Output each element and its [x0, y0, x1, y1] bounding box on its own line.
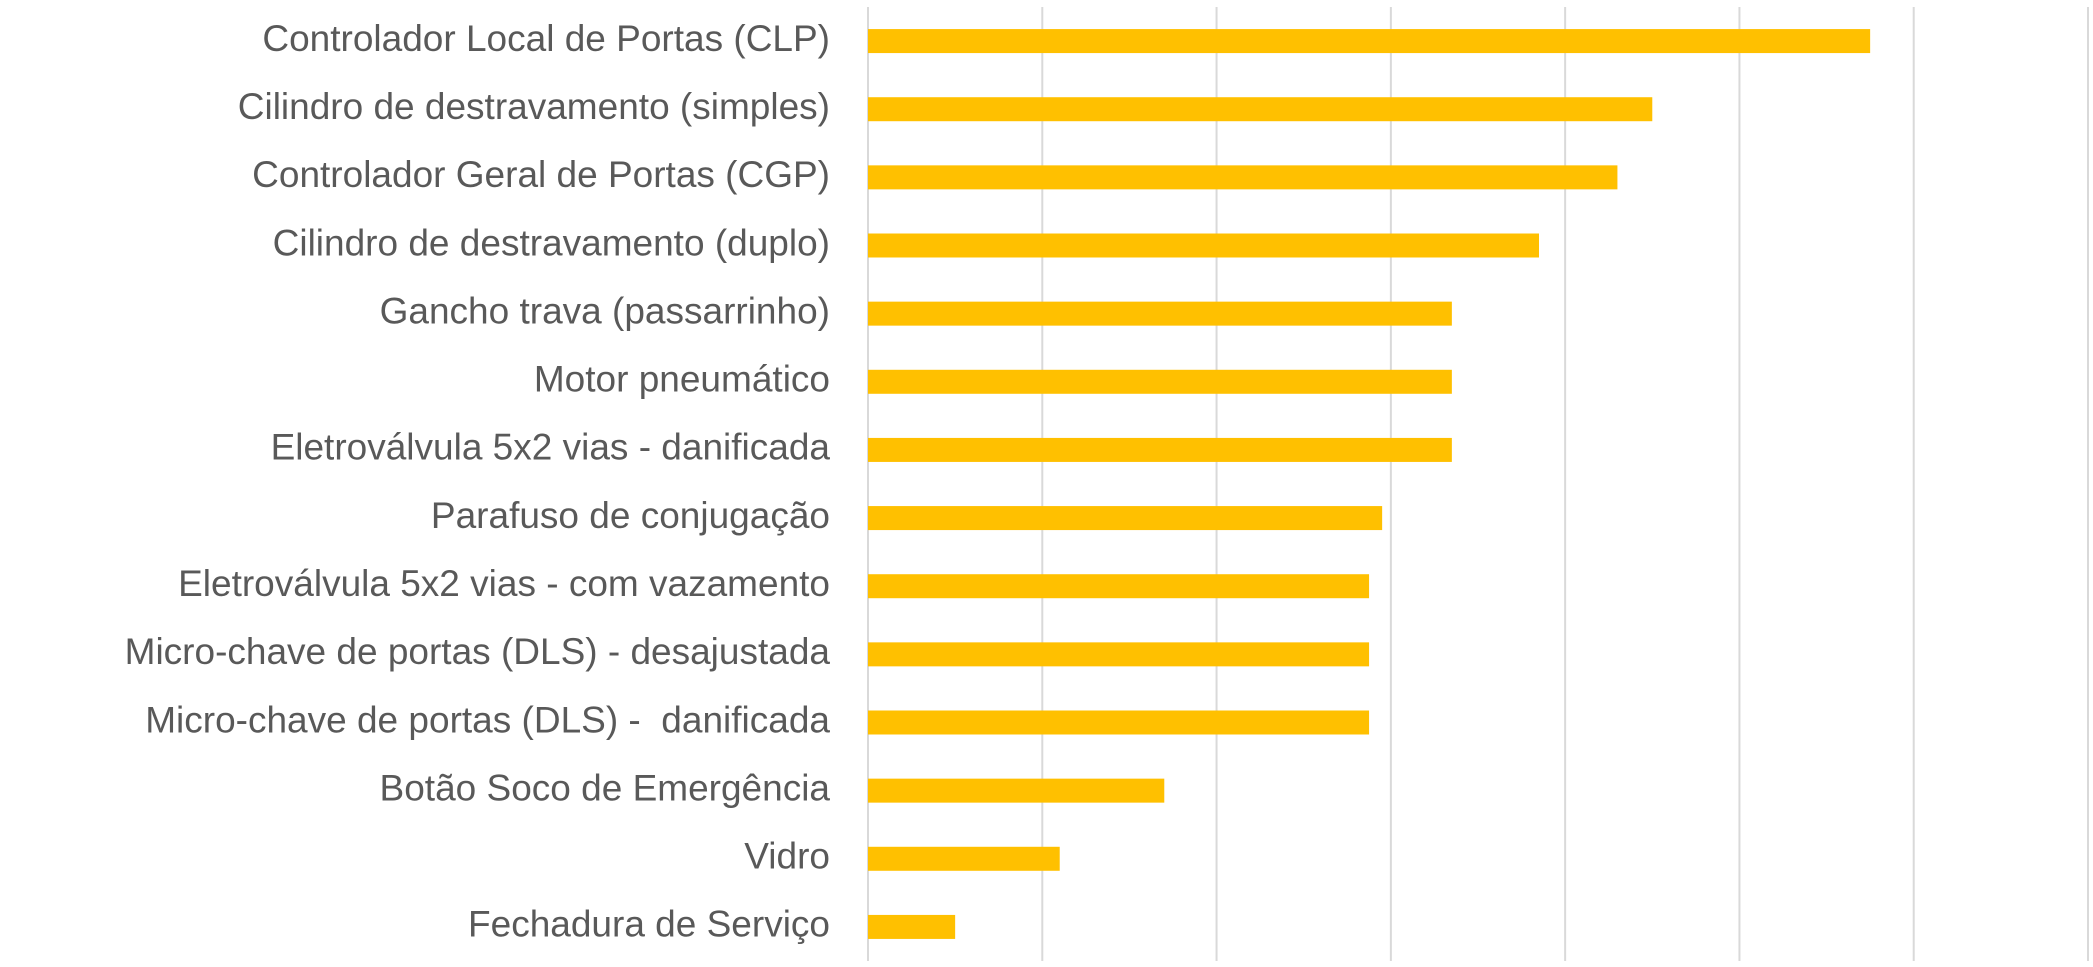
bar — [868, 301, 1452, 326]
bar — [868, 574, 1370, 599]
y-tick-label: Cilindro de destravamento (duplo) — [273, 222, 830, 263]
bar — [868, 233, 1539, 258]
y-tick-label: Gancho trava (passarrinho) — [380, 290, 830, 331]
bar — [868, 914, 956, 939]
bar — [868, 437, 1452, 462]
bar — [868, 506, 1383, 531]
bar — [868, 29, 1871, 54]
y-tick-label: Controlador Local de Portas (CLP) — [262, 18, 830, 59]
bar — [868, 710, 1370, 735]
y-tick-label: Cilindro de destravamento (simples) — [238, 86, 830, 127]
y-tick-label: Fechadura de Serviço — [468, 904, 830, 945]
y-tick-label: Motor pneumático — [534, 359, 830, 400]
y-tick-label: Eletroválvula 5x2 vias - com vazamento — [178, 563, 830, 604]
bar — [868, 97, 1653, 122]
bar — [868, 778, 1165, 803]
bar — [868, 369, 1452, 394]
bar — [868, 642, 1370, 667]
y-tick-label: Botão Soco de Emergência — [380, 767, 831, 808]
bar — [868, 846, 1060, 871]
y-tick-label: Vidro — [744, 836, 830, 877]
y-tick-label: Parafuso de conjugação — [431, 495, 830, 536]
y-tick-label: Micro-chave de portas (DLS) - danificada — [145, 699, 830, 740]
bar — [868, 165, 1618, 190]
y-tick-label: Micro-chave de portas (DLS) - desajustad… — [125, 631, 831, 672]
y-tick-label: Controlador Geral de Portas (CGP) — [252, 154, 830, 195]
y-tick-label: Eletroválvula 5x2 vias - danificada — [271, 427, 831, 468]
